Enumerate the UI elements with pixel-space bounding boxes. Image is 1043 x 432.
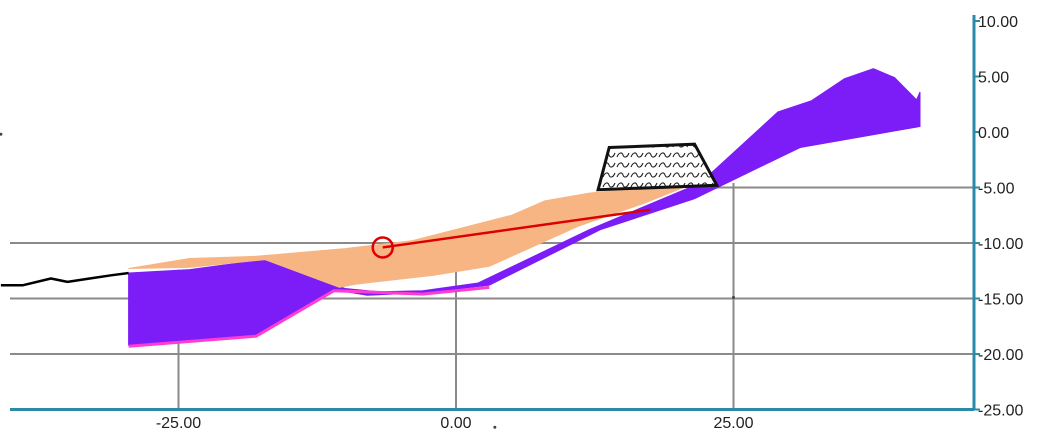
y-tick-label: -20.00 <box>978 347 1023 364</box>
ground-surface-line <box>0 271 129 287</box>
soil-layers <box>128 68 921 346</box>
y-tick-label: -15.00 <box>978 292 1023 309</box>
x-tick-label: -25.00 <box>156 415 201 432</box>
retaining-block <box>596 142 720 192</box>
stray-mark-2 <box>732 295 735 299</box>
y-tick-label: -10.00 <box>978 236 1023 253</box>
bedrock-base-edge <box>128 285 490 348</box>
y-tick-label: 10.00 <box>978 14 1018 31</box>
axes <box>10 15 980 411</box>
x-tick-label: 25.00 <box>713 415 753 432</box>
stray-mark-0 <box>0 132 3 136</box>
stray-mark-1 <box>493 425 497 429</box>
slip-circle-marker <box>371 236 394 259</box>
slip-surface-line <box>382 208 651 249</box>
y-tick-label: -5.00 <box>978 181 1015 198</box>
bedrock-layer <box>128 68 921 346</box>
x-tick-label: 0.00 <box>440 415 471 432</box>
profile-lines <box>0 132 735 429</box>
y-tick-label: -25.00 <box>978 403 1023 420</box>
y-tick-label: 0.00 <box>978 125 1009 142</box>
y-tick-label: 5.00 <box>978 70 1009 87</box>
tick-labels: 10.00 5.00 0.00 -5.00 -10.00 -15.00 -20.00 -25.… <box>156 14 1024 432</box>
